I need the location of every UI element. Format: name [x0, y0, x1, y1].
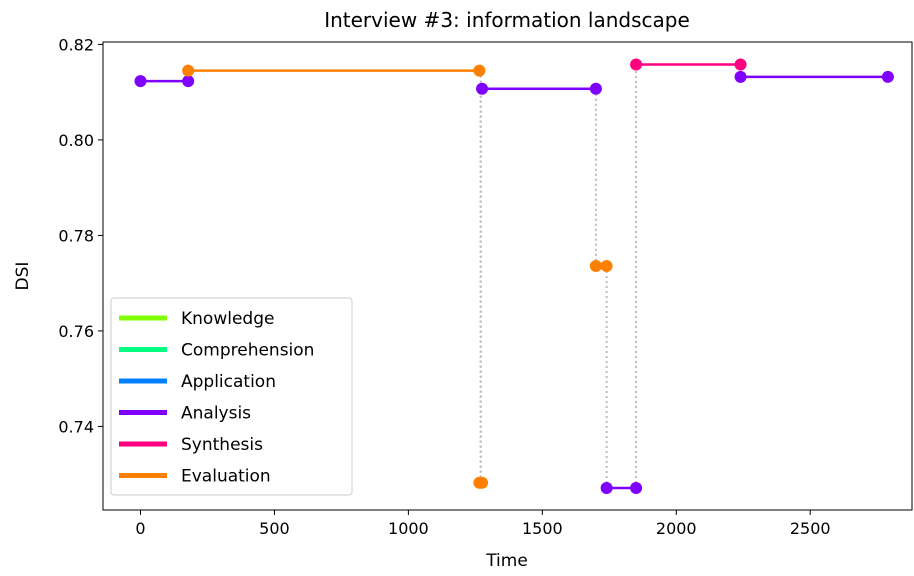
x-tick-label: 0 — [135, 519, 145, 538]
segment-point — [476, 476, 489, 489]
segment-point — [589, 82, 602, 95]
segment-point — [473, 64, 486, 77]
y-tick-label: 0.82 — [58, 35, 94, 54]
y-axis: 0.74 0.76 0.78 0.80 0.82 — [58, 35, 103, 436]
segment-point — [881, 70, 894, 83]
segment-point — [182, 64, 195, 77]
segment-point — [630, 58, 643, 71]
y-axis-label: DSI — [13, 262, 33, 291]
plot-layer — [134, 58, 894, 495]
legend-label: Analysis — [181, 404, 251, 424]
segment-point — [476, 82, 489, 95]
legend-label: Synthesis — [181, 435, 263, 455]
x-axis-label: Time — [485, 551, 528, 571]
y-tick-label: 0.78 — [58, 226, 94, 245]
y-tick-label: 0.80 — [58, 131, 94, 150]
segment-point — [182, 75, 195, 88]
x-tick-label: 2500 — [790, 519, 831, 538]
segment-point — [600, 482, 613, 495]
segment-point — [589, 259, 602, 272]
plot-frame — [102, 41, 913, 511]
legend-label: Knowledge — [181, 309, 274, 329]
y-tick-label: 0.74 — [58, 417, 94, 436]
segment-point — [630, 482, 643, 495]
legend-label: Comprehension — [181, 341, 314, 361]
y-tick-label: 0.76 — [58, 322, 94, 341]
segment-point — [600, 259, 613, 272]
legend-label: Evaluation — [181, 467, 271, 487]
legend-box — [110, 297, 353, 496]
segment-point — [734, 58, 747, 71]
chart-title: Interview #3: information landscape — [324, 8, 690, 32]
x-axis: 0 500 1000 1500 2000 2500 — [135, 510, 831, 538]
segment-point — [734, 70, 747, 83]
x-tick-label: 2000 — [656, 519, 697, 538]
segment-point — [134, 75, 147, 88]
legend-label: Application — [181, 372, 276, 392]
x-tick-label: 500 — [259, 519, 290, 538]
x-tick-label: 1500 — [522, 519, 563, 538]
legend: Knowledge Comprehension Application Analysi… — [110, 297, 353, 496]
x-tick-label: 1000 — [388, 519, 429, 538]
